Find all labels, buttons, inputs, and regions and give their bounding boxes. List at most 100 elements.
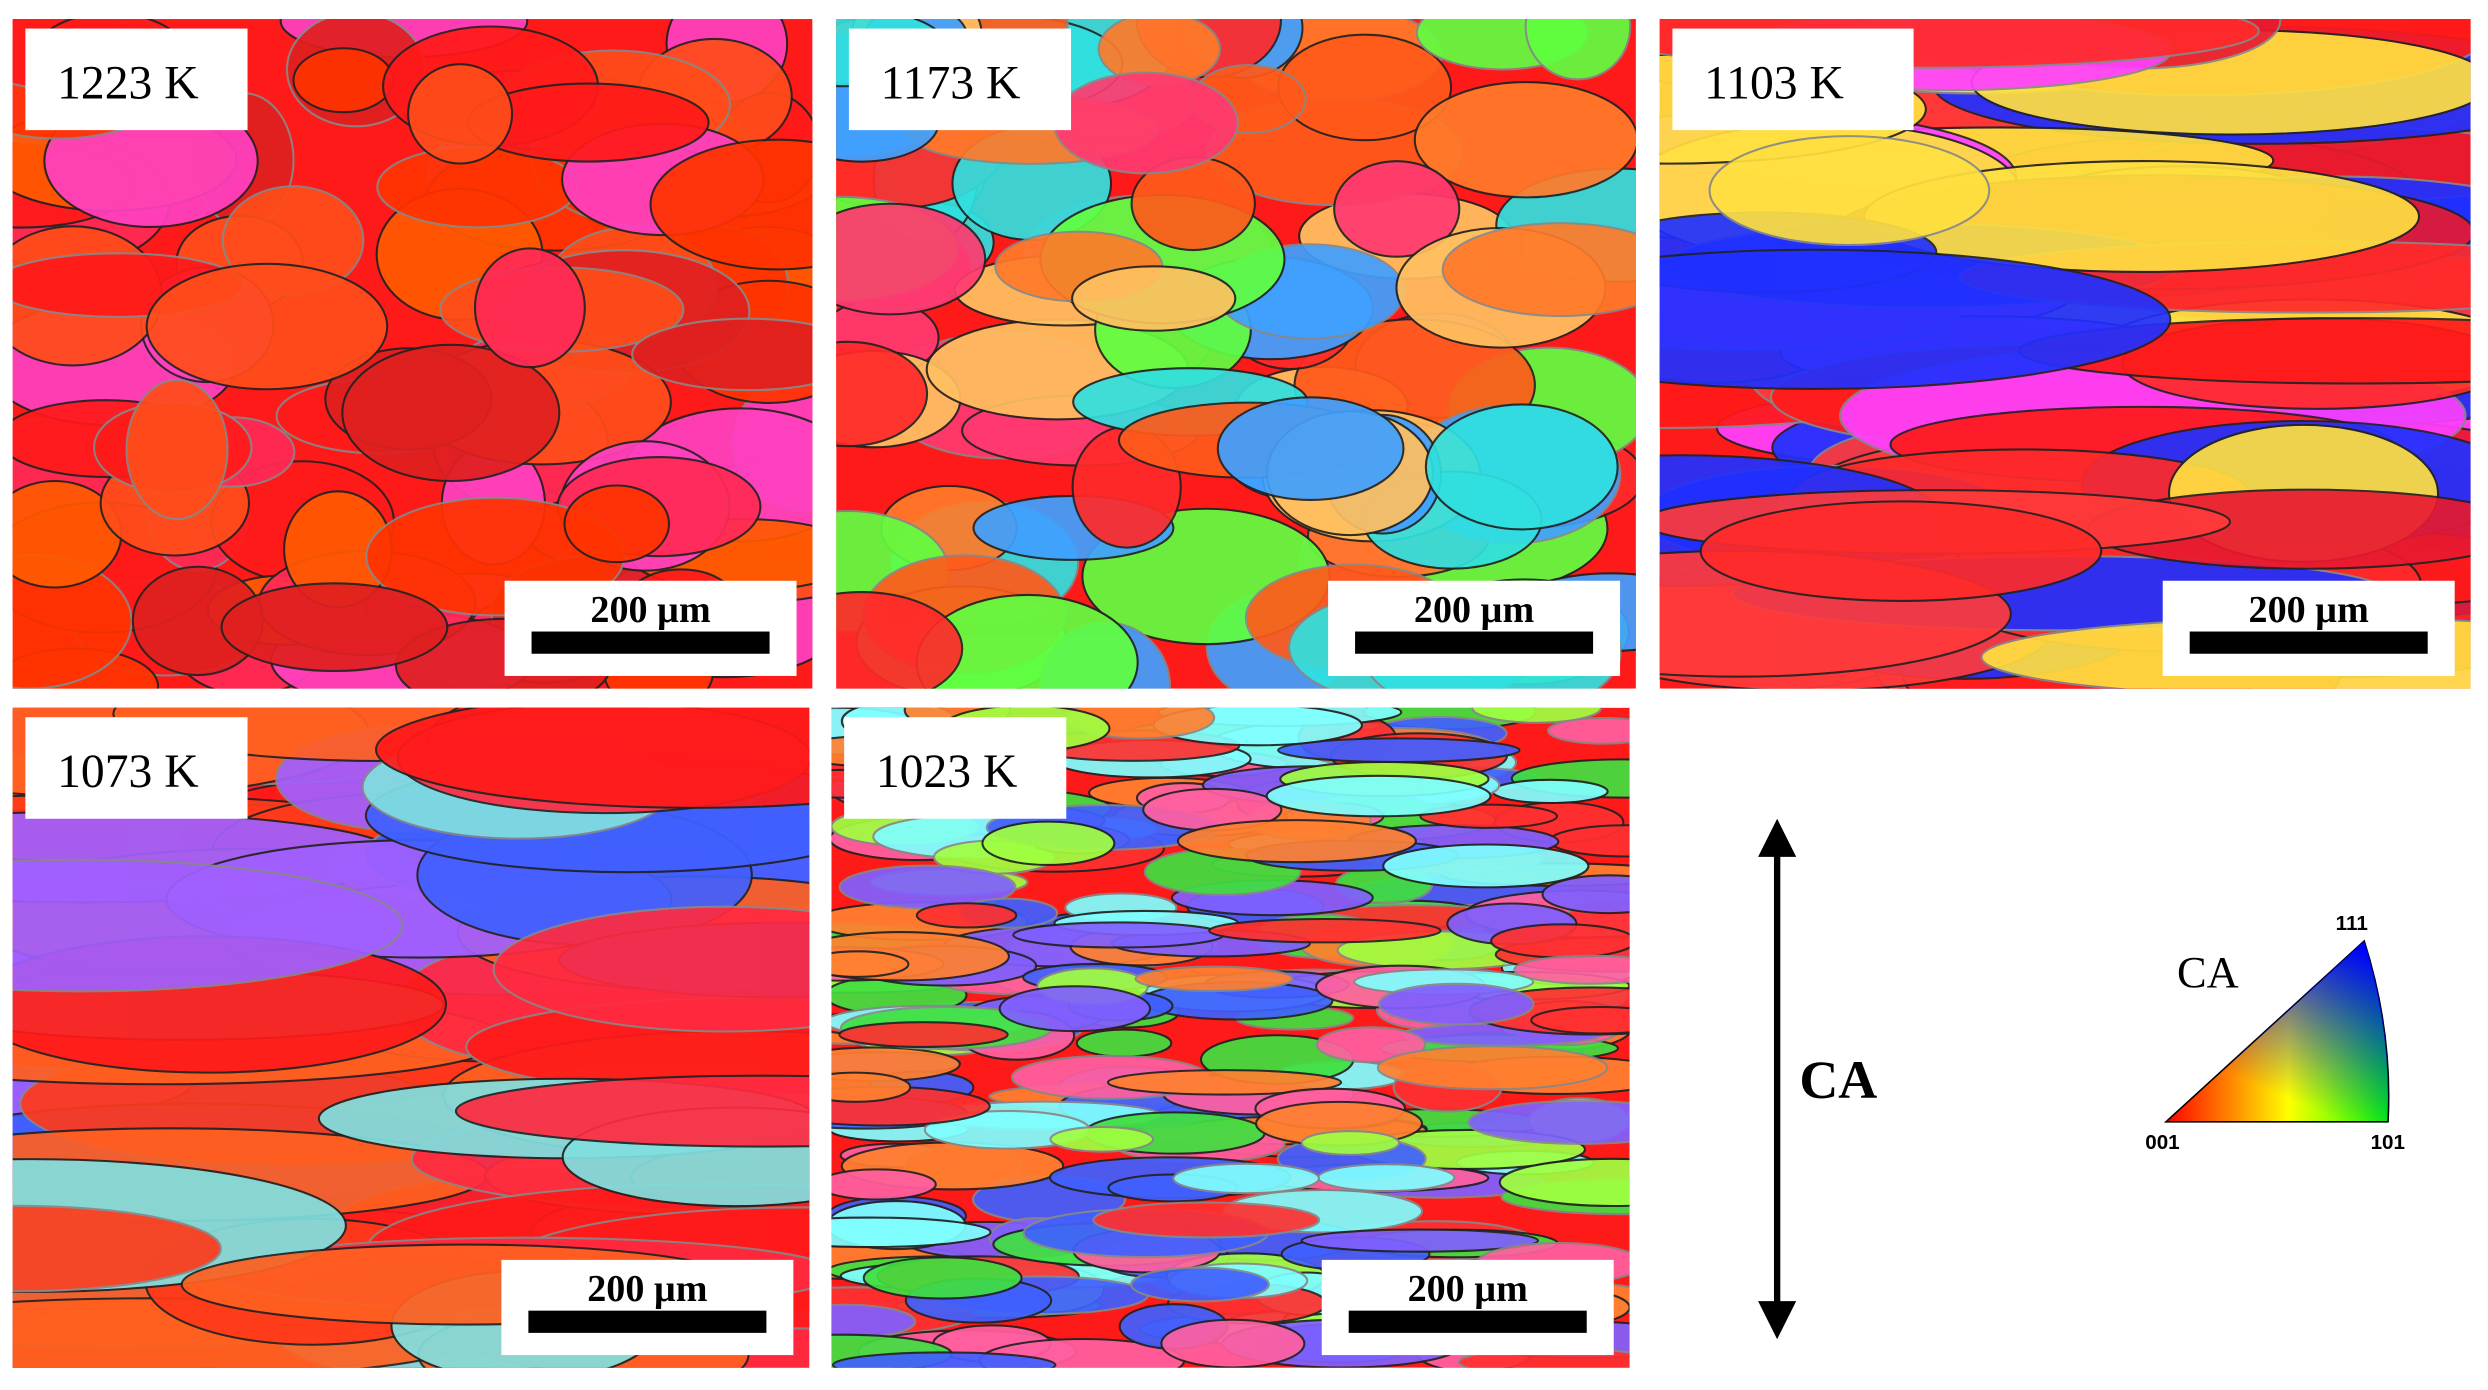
grain [831,1071,912,1103]
grain [12,1204,222,1293]
grain [1491,778,1609,805]
grain [407,63,514,165]
scale-bar [2189,631,2428,654]
temperature-label: 1173 K [881,57,1021,109]
label-box [1672,28,1914,131]
temperature-label: 1023 K [876,746,1017,798]
grain [831,950,910,978]
grain [341,343,561,483]
temperature-label: 1223 K [57,57,198,109]
grain [915,902,1018,929]
grain [1530,1005,1630,1035]
grain [125,378,229,521]
grain [12,858,404,993]
grain [1424,403,1619,531]
grain [1208,917,1442,944]
grain [473,247,586,369]
scale-bar [528,1310,767,1333]
grain [1300,1228,1540,1253]
scale-box [1328,580,1621,676]
grain [1708,135,1991,247]
scale-box [504,580,797,676]
grain [1176,819,1417,864]
grain [1441,222,1636,318]
legend-corner: 111 [2336,912,2368,935]
grain [1333,160,1461,258]
grain [1265,774,1492,818]
grain [292,47,395,114]
label-box [25,717,248,819]
grain [1172,1162,1320,1195]
grain [1012,921,1225,949]
grain [1106,1069,1343,1096]
scale-label: 200 µm [2249,589,2370,631]
grain [1541,874,1630,915]
grain [1216,396,1405,501]
grain [1377,982,1535,1026]
grain [1498,1157,1630,1208]
grain [1317,1163,1456,1193]
ebsd-map [1659,19,2471,689]
grain [998,985,1152,1033]
label-box [844,717,1067,819]
label-box [848,28,1072,131]
grain [836,340,929,448]
ipf-legend: CA 001 101 111 [2145,912,2405,1154]
grain [1052,71,1239,175]
grain [145,262,389,391]
grain [1071,265,1237,332]
scale-label: 200 µm [1414,589,1535,631]
ebsd-map [12,707,810,1368]
grain [1160,1318,1306,1368]
temperature-label: 1103 K [1704,57,1844,109]
ebsd-panel: 1173 K 200 µm [836,19,1636,689]
grain [1376,1045,1609,1091]
grain [220,582,449,673]
grain [1413,81,1636,199]
grain [492,905,810,1033]
grain [1659,248,2172,390]
grain [1382,843,1590,889]
grain [1075,1028,1173,1058]
grain [649,138,813,271]
grain [1315,1026,1427,1063]
grain [563,484,671,564]
grain [1490,923,1630,959]
ipf-triangle-blue [2165,940,2389,1122]
scale-label: 200 µm [1408,1268,1529,1310]
grain [1547,716,1630,745]
grain [1049,1125,1155,1153]
grain [1513,954,1630,985]
ebsd-map [12,19,813,689]
grain [831,1168,937,1201]
ebsd-panel: 1103 K 200 µm [1659,19,2471,689]
grain [1699,500,2103,602]
ebsd-panel: 1023 K 200 µm [831,707,1630,1368]
grain [981,820,1116,866]
scale-box [1321,1259,1614,1356]
ebsd-panel: 1073 K 200 µm [12,707,810,1368]
scale-box [2162,580,2455,676]
legend-corner: 101 [2371,1131,2405,1154]
grain [862,1256,1023,1300]
grain [832,1351,1057,1368]
grain [1548,824,1630,858]
temperature-label: 1073 K [57,746,198,798]
scale-label: 200 µm [587,1268,708,1310]
legend-corner: 001 [2145,1131,2179,1154]
label-box [25,28,248,131]
grain [838,1021,1009,1048]
ebsd-panel: 1223 K 200 µm [12,19,813,689]
grain [1130,1266,1270,1303]
grain [1524,19,1632,81]
grain [454,1074,810,1148]
scale-box [501,1259,794,1356]
grain [831,1216,992,1249]
legend-title: CA [2177,947,2239,997]
scale-bar [531,631,770,654]
scale-label: 200 µm [590,589,711,631]
grain [1092,1201,1321,1239]
